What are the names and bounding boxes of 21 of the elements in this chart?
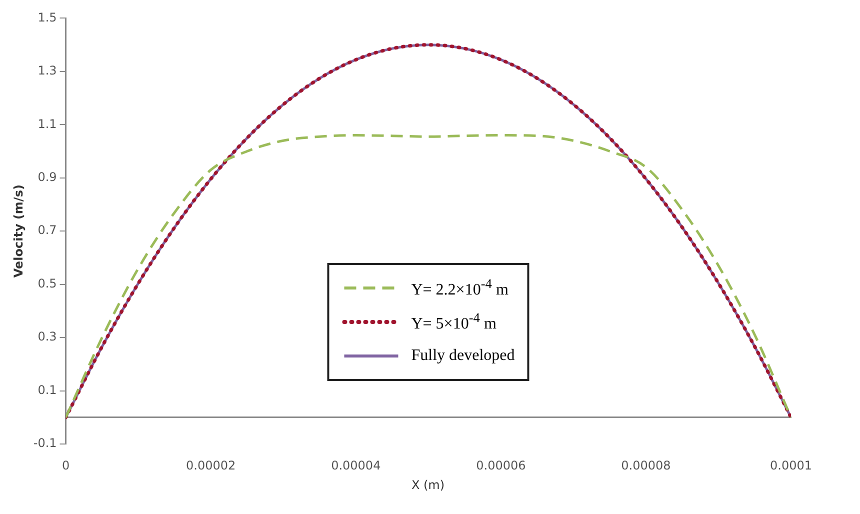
y-tick-label: 0.7 bbox=[38, 223, 57, 238]
line-series bbox=[66, 134, 792, 419]
y-tick-label: -0.1 bbox=[33, 436, 57, 450]
x-tick-label: 0.00006 bbox=[476, 458, 526, 473]
y-tick-label: 1.3 bbox=[38, 64, 57, 78]
x-tick-label: 0.00008 bbox=[621, 458, 671, 473]
y-tick-label: 1.1 bbox=[38, 116, 57, 131]
legend-label: Fully developed bbox=[411, 347, 515, 365]
y-axis-title: Velocity (m/s) bbox=[11, 184, 26, 278]
x-tick-label: 0.00002 bbox=[186, 458, 236, 473]
y-tick-label: 1.5 bbox=[38, 10, 57, 24]
x-tick-label: 0.00004 bbox=[331, 458, 381, 473]
y-tick-label: 0.9 bbox=[38, 170, 57, 184]
legend-label: Y= 5×10$^{-4}$ m bbox=[411, 310, 496, 334]
x-axis-title: X (m) bbox=[410, 478, 446, 492]
y-tick-label: 0.5 bbox=[38, 276, 57, 290]
legend-label: Y= 2.2×10$^{-4}$ m bbox=[411, 276, 508, 300]
y-tick-label: 0.3 bbox=[38, 330, 57, 344]
x-tick-label: 0 bbox=[62, 458, 70, 473]
y-tick-label: 0.1 bbox=[38, 382, 57, 397]
x-tick-label: 0.0001 bbox=[770, 458, 812, 473]
